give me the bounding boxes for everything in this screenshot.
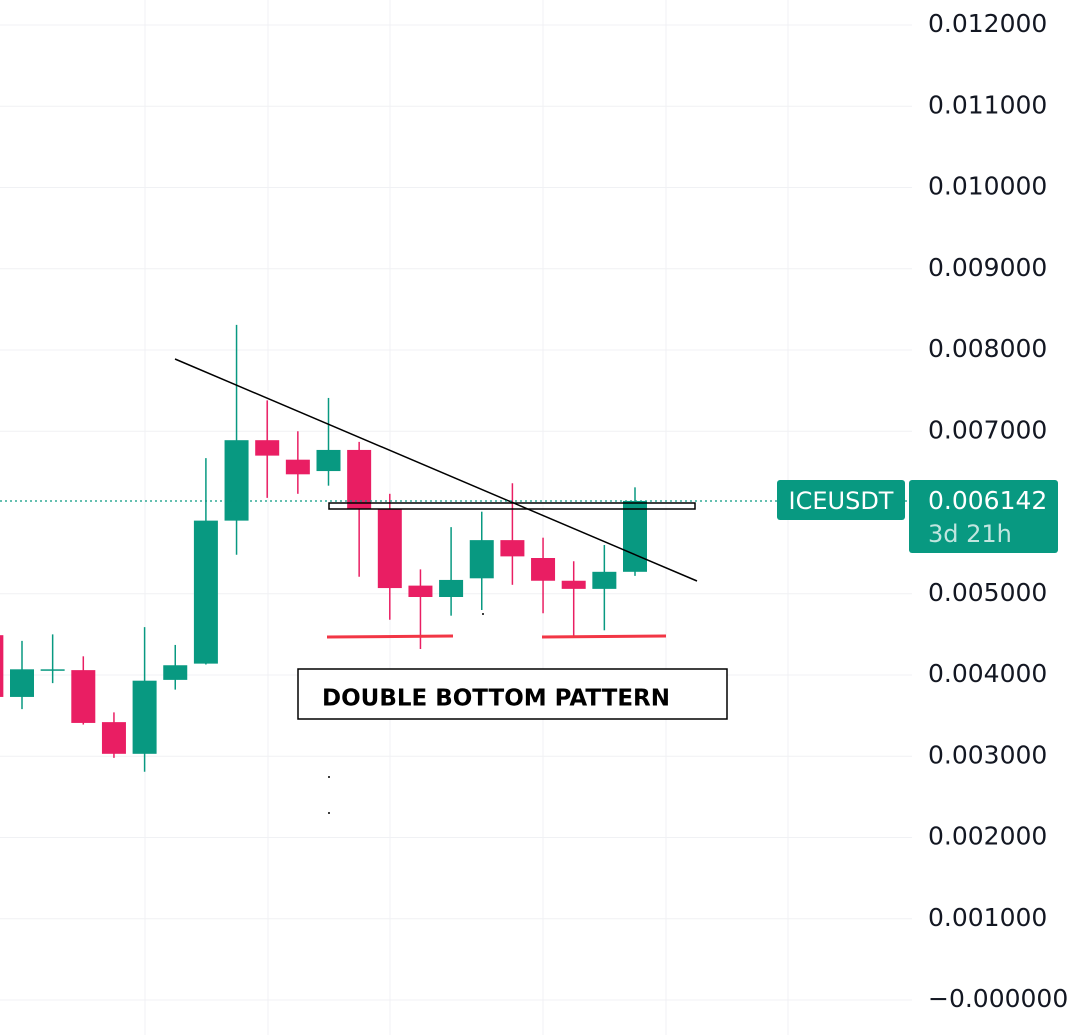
- candle-body: [163, 665, 188, 680]
- candle-body: [347, 449, 372, 510]
- candle-body: [561, 580, 586, 589]
- y-tick-label: 0.011000: [928, 90, 1047, 119]
- last-price-label: 0.006142: [928, 486, 1047, 515]
- candle-body: [316, 449, 341, 472]
- y-tick-label: 0.004000: [928, 659, 1047, 688]
- bottom-line: [326, 634, 454, 639]
- y-tick-label: 0.012000: [928, 9, 1047, 38]
- candle-body: [10, 669, 34, 697]
- dot: [482, 613, 484, 615]
- dot: [328, 812, 330, 814]
- y-tick-label: 0.001000: [928, 903, 1047, 932]
- candle-body: [592, 571, 617, 589]
- horizontal-grid: [0, 24, 912, 1001]
- candle-body: [40, 669, 65, 671]
- candle-body: [255, 440, 280, 456]
- candle-body: [193, 520, 218, 664]
- candle-body: [132, 680, 157, 754]
- candle-body: [500, 540, 525, 557]
- candle-body: [0, 635, 4, 697]
- candle-body: [439, 579, 464, 597]
- annotation-text: DOUBLE BOTTOM PATTERN: [322, 686, 670, 712]
- trend-line: [174, 358, 698, 582]
- annotation-box: [297, 668, 728, 720]
- candle-body: [101, 722, 126, 754]
- candle-body: [285, 459, 310, 475]
- price-badge: [909, 479, 1058, 553]
- y-tick-label: 0.007000: [928, 415, 1047, 444]
- dot: [328, 776, 330, 778]
- candle-body: [377, 509, 402, 589]
- y-tick-label: −0.000000: [928, 984, 1068, 1013]
- candle-body: [469, 540, 494, 579]
- y-tick-label: 0.008000: [928, 334, 1047, 363]
- y-tick-label: 0.010000: [928, 172, 1047, 201]
- bottom-line: [541, 634, 667, 639]
- price-axis: 0.012000 0.011000 0.010000 0.009000 0.008000…: [928, 9, 1068, 1013]
- symbol-label: ICEUSDT: [789, 487, 894, 515]
- candle-body: [623, 500, 647, 572]
- y-tick-label: 0.005000: [928, 578, 1047, 607]
- candle-body: [408, 585, 433, 597]
- candle-body: [71, 670, 96, 723]
- candle-body: [531, 558, 556, 581]
- y-tick-label: 0.009000: [928, 253, 1047, 282]
- countdown-label: 3d 21h: [928, 520, 1012, 548]
- resistance-zone: [328, 502, 696, 510]
- y-tick-label: 0.002000: [928, 822, 1047, 851]
- drawings: DOUBLE BOTTOM PATTERN: [174, 358, 728, 814]
- y-tick-label: 0.003000: [928, 740, 1047, 769]
- candles: [0, 324, 647, 772]
- last-price-badge: ICEUSDT 0.006142 3d 21h: [0, 479, 1058, 553]
- candle-body: [224, 440, 249, 521]
- symbol-badge: [777, 479, 905, 520]
